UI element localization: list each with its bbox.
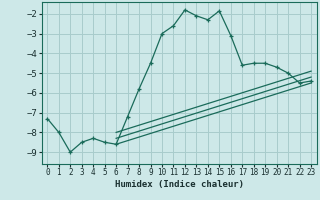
X-axis label: Humidex (Indice chaleur): Humidex (Indice chaleur) <box>115 180 244 189</box>
